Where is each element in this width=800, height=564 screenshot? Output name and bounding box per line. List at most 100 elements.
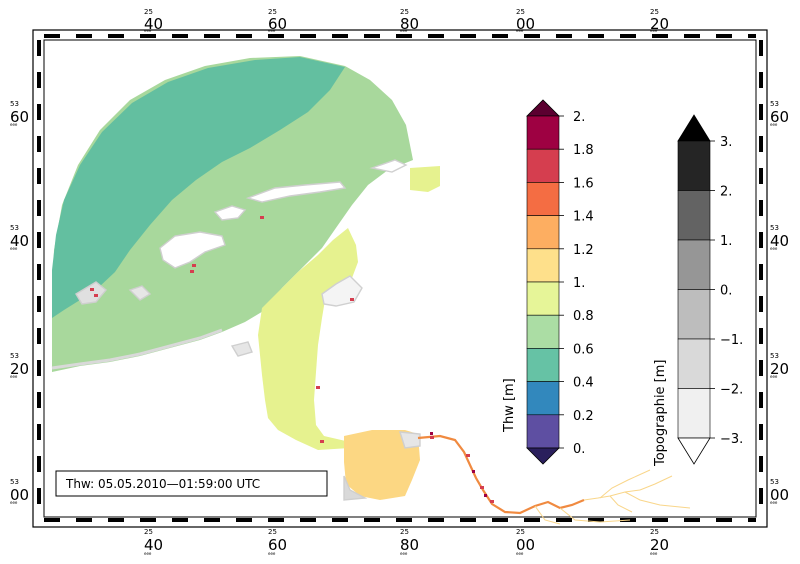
- thw-colorbar-tick-label: 0.4: [573, 376, 594, 391]
- topography-colorbar-tick-label: 2.: [720, 185, 732, 200]
- grid-right-major-label: 40: [770, 232, 789, 250]
- grid-bottom-mini-label: eee: [650, 551, 658, 556]
- grid-bottom-minor-label: 25: [400, 528, 409, 536]
- river-tributary: [599, 469, 651, 499]
- high-water-patch-dark: [430, 432, 433, 435]
- topography-colorbar-title: Topographie [m]: [653, 360, 668, 468]
- grid-left-major-label: 20: [10, 360, 29, 378]
- topography-colorbar-swatch: [677, 239, 711, 290]
- grid-right-minor-label: 53: [770, 478, 779, 486]
- thw-colorbar-swatch: [526, 215, 560, 250]
- grid-left-mini-label: eee: [10, 500, 18, 505]
- high-water-patch: [466, 454, 470, 457]
- thw-colorbar-swatch: [526, 115, 560, 150]
- grid-right-minor-label: 53: [770, 224, 779, 232]
- thw-colorbar-swatch: [526, 182, 560, 216]
- high-water-patch: [490, 500, 494, 503]
- island: [213, 205, 247, 221]
- thw-colorbar-tick-label: 1.6: [573, 176, 594, 191]
- river-tributary: [639, 475, 673, 491]
- thw-colorbar: 2. 1.8 1.6 1.4 1.2 1. 0.8 0.6 0.4 0.2 0.: [526, 99, 594, 465]
- grid-top-major-label: 60: [268, 15, 287, 33]
- high-water-patch: [190, 270, 194, 273]
- grid-right-major-label: 00: [770, 486, 789, 504]
- grid-left-minor-label: 53: [10, 352, 19, 360]
- island: [399, 431, 421, 449]
- grid-right-minor-label: 53: [770, 352, 779, 360]
- topography-colorbar-swatch: [677, 338, 711, 389]
- high-water-patch-dark: [484, 494, 487, 497]
- grid-left-minor-label: 53: [10, 100, 19, 108]
- grid-top-major-label: 40: [144, 15, 163, 33]
- grid-right-major-label: 20: [770, 360, 789, 378]
- estuary-mouth-area: [258, 228, 358, 450]
- estuary-islet: [410, 166, 440, 192]
- grid-left-mini-label: eee: [10, 246, 18, 251]
- topography-colorbar-tick-label: −3.: [720, 432, 743, 447]
- high-water-patch: [320, 440, 324, 443]
- grid-top-mini-label: eee: [144, 28, 152, 33]
- island: [343, 475, 368, 501]
- high-water-patch: [94, 294, 98, 297]
- grid-right-mini-label: eee: [770, 500, 778, 505]
- topography-colorbar-swatch: [677, 289, 711, 340]
- high-water-patch-dark: [472, 470, 475, 473]
- thw-colorbar-tick-label: 0.8: [573, 309, 594, 324]
- grid-bottom-mini-label: eee: [268, 551, 276, 556]
- thw-colorbar-swatch: [526, 281, 560, 316]
- topography-colorbar-tick-label: 3.: [720, 135, 732, 150]
- topography-colorbar: 3. 2. 1. 0. −1. −2. −3.: [677, 114, 743, 465]
- thw-colorbar-tick-label: 1.: [573, 276, 585, 291]
- grid-top-major-label: 20: [650, 15, 669, 33]
- topography-colorbar-tick-label: 1.: [720, 234, 732, 249]
- grid-top-minor-label: 25: [144, 8, 153, 16]
- island: [245, 181, 347, 203]
- grid-bottom-major-label: 40: [144, 536, 163, 554]
- grid-bottom-minor-label: 25: [144, 528, 153, 536]
- thw-colorbar-tick-label: 1.4: [573, 210, 594, 225]
- thw-colorbar-swatch: [526, 148, 560, 183]
- map-water-body: [51, 56, 691, 525]
- island: [369, 159, 408, 173]
- grid-top-major-label: 00: [516, 15, 535, 33]
- river-tributary: [534, 505, 561, 525]
- island: [128, 285, 152, 301]
- river-tributary: [609, 495, 633, 513]
- grid-top-minor-label: 25: [650, 8, 659, 16]
- topography-colorbar-tick-label: −2.: [720, 383, 743, 398]
- thw-colorbar-swatch: [526, 248, 560, 283]
- grid-right-mini-label: eee: [770, 246, 778, 251]
- topography-colorbar-swatch: [677, 388, 711, 439]
- thw-colorbar-tick-label: 1.8: [573, 143, 594, 158]
- thw-colorbar-swatch: [526, 314, 560, 349]
- grid-bottom-major-label: 20: [650, 536, 669, 554]
- grid-top-minor-label: 25: [516, 8, 525, 16]
- thw-colorbar-tick-label: 0.6: [573, 342, 594, 357]
- grid-bottom-mini-label: eee: [144, 551, 152, 556]
- grid-left-minor-label: 53: [10, 224, 19, 232]
- grid-left-minor-label: 53: [10, 478, 19, 486]
- grid-right-minor-label: 53: [770, 100, 779, 108]
- island: [75, 281, 107, 305]
- topography-colorbar-swatch: [677, 190, 711, 241]
- deep-sea-area: [52, 57, 345, 318]
- island: [159, 231, 226, 269]
- grid-top-mini-label: eee: [268, 28, 276, 33]
- topography-colorbar-swatch: [677, 140, 711, 191]
- grid-left-major-label: 60: [10, 108, 29, 126]
- river-channel: [417, 434, 585, 515]
- thw-colorbar-tick-label: 1.2: [573, 243, 594, 258]
- grid-bottom-minor-label: 25: [268, 528, 277, 536]
- grid-bottom-mini-label: eee: [516, 551, 524, 556]
- thw-colorbar-swatch: [526, 348, 560, 382]
- grid-top-mini-label: eee: [516, 28, 524, 33]
- island: [230, 341, 253, 357]
- timestamp-box: Thw: 05.05.2010—01:59:00 UTC: [55, 470, 328, 497]
- thw-colorbar-title: Thw [m]: [502, 378, 517, 433]
